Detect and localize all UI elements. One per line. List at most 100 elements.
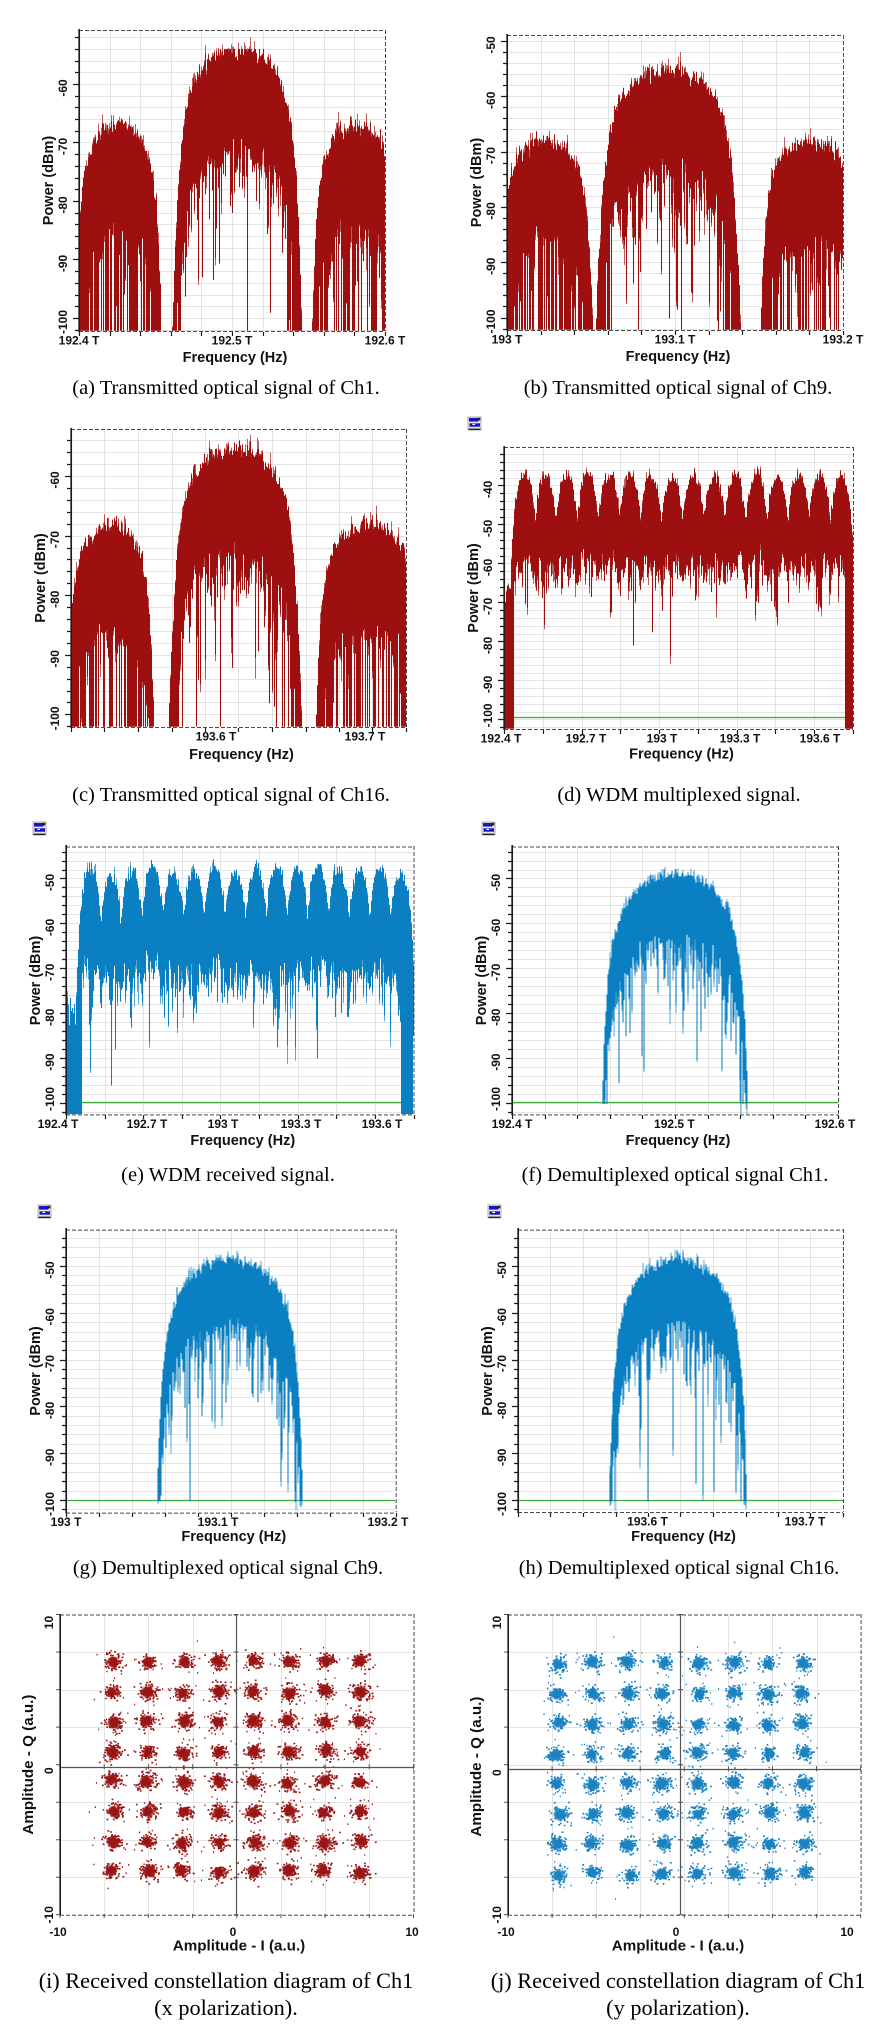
svg-text:193.6 T: 193.6 T <box>362 1117 403 1131</box>
svg-text:192.5 T: 192.5 T <box>654 1117 695 1131</box>
svg-text:Frequency (Hz): Frequency (Hz) <box>629 747 734 763</box>
svg-text:193 T: 193 T <box>51 1515 82 1529</box>
svg-text:0: 0 <box>490 1769 504 1776</box>
svg-text:Frequency (Hz): Frequency (Hz) <box>626 1133 731 1149</box>
svg-text:192.6 T: 192.6 T <box>815 1117 856 1131</box>
svg-text:-80: -80 <box>484 202 498 220</box>
svg-text:-80: -80 <box>56 196 70 214</box>
svg-text:-100: -100 <box>48 706 62 730</box>
svg-text:-60: -60 <box>484 91 498 109</box>
svg-text:Frequency (Hz): Frequency (Hz) <box>190 1133 295 1149</box>
svg-text:192.5 T: 192.5 T <box>212 334 253 348</box>
svg-text:-90: -90 <box>56 255 70 273</box>
svg-text:-60: -60 <box>495 1308 509 1326</box>
svg-text:Amplitude - I (a.u.): Amplitude - I (a.u.) <box>173 1938 305 1955</box>
svg-text:-90: -90 <box>481 675 495 693</box>
svg-text:Power (dBm): Power (dBm) <box>466 543 482 633</box>
svg-text:-40: -40 <box>481 480 495 498</box>
svg-text:193 T: 193 T <box>647 732 678 746</box>
svg-text:-90: -90 <box>495 1448 509 1466</box>
svg-text:(f) Demultiplexed optical sign: (f) Demultiplexed optical signal Ch1. <box>522 1164 829 1186</box>
svg-text:-90: -90 <box>489 1053 503 1071</box>
svg-text:(j) Received constellation dia: (j) Received constellation diagram of Ch… <box>491 1968 866 1993</box>
svg-text:(c) Transmitted optical signal: (c) Transmitted optical signal of Ch16. <box>72 784 390 806</box>
svg-text:10: 10 <box>490 1616 504 1630</box>
svg-text:-60: -60 <box>489 918 503 936</box>
svg-text:-70: -70 <box>48 531 62 549</box>
svg-text:-80: -80 <box>481 636 495 654</box>
svg-text:-10: -10 <box>42 1906 56 1924</box>
svg-text:193.3 T: 193.3 T <box>281 1117 322 1131</box>
svg-text:-100: -100 <box>43 1492 57 1516</box>
svg-text:-80: -80 <box>48 590 62 608</box>
svg-text:-70: -70 <box>495 1355 509 1373</box>
svg-text:-90: -90 <box>43 1053 57 1071</box>
svg-text:-70: -70 <box>484 147 498 165</box>
svg-text:Frequency (Hz): Frequency (Hz) <box>183 350 288 366</box>
svg-text:-100: -100 <box>489 1087 503 1111</box>
svg-text:193.1 T: 193.1 T <box>655 333 696 347</box>
svg-text:-100: -100 <box>56 310 70 334</box>
svg-text:Amplitude - Q (a.u.): Amplitude - Q (a.u.) <box>468 1697 485 1837</box>
svg-text:-60: -60 <box>481 558 495 576</box>
svg-text:193.7 T: 193.7 T <box>345 730 386 744</box>
svg-text:-80: -80 <box>43 1401 57 1419</box>
svg-text:10: 10 <box>405 1925 419 1939</box>
svg-text:0: 0 <box>42 1767 56 1774</box>
svg-text:(b) Transmitted optical signal: (b) Transmitted optical signal of Ch9. <box>524 377 833 399</box>
svg-text:192.4 T: 192.4 T <box>59 334 100 348</box>
svg-text:0: 0 <box>230 1925 237 1939</box>
svg-text:-100: -100 <box>484 309 498 333</box>
svg-text:192.4 T: 192.4 T <box>481 732 522 746</box>
svg-text:192.4 T: 192.4 T <box>38 1117 79 1131</box>
svg-text:(i) Received constellation dia: (i) Received constellation diagram of Ch… <box>39 1968 414 1993</box>
svg-text:-50: -50 <box>43 1261 57 1279</box>
svg-text:-90: -90 <box>484 257 498 275</box>
svg-text:-100: -100 <box>495 1492 509 1516</box>
svg-text:Frequency (Hz): Frequency (Hz) <box>189 747 294 763</box>
svg-text:Power (dBm): Power (dBm) <box>480 1326 496 1416</box>
svg-text:193 T: 193 T <box>208 1117 239 1131</box>
svg-text:192.7 T: 192.7 T <box>127 1117 168 1131</box>
svg-text:193.7 T: 193.7 T <box>785 1515 826 1529</box>
svg-text:193.1 T: 193.1 T <box>198 1515 239 1529</box>
svg-text:-70: -70 <box>43 1355 57 1373</box>
svg-text:-50: -50 <box>43 874 57 892</box>
svg-text:(g) Demultiplexed optical sign: (g) Demultiplexed optical signal Ch9. <box>73 1557 383 1579</box>
svg-text:193.6 T: 193.6 T <box>627 1515 668 1529</box>
svg-text:-60: -60 <box>43 1308 57 1326</box>
svg-text:-10: -10 <box>49 1925 67 1939</box>
svg-text:Amplitude - Q (a.u.): Amplitude - Q (a.u.) <box>20 1695 37 1835</box>
svg-text:-60: -60 <box>43 918 57 936</box>
svg-text:-60: -60 <box>56 79 70 97</box>
svg-text:-50: -50 <box>495 1261 509 1279</box>
svg-text:10: 10 <box>840 1925 854 1939</box>
svg-text:(y polarization).: (y polarization). <box>606 1995 750 2020</box>
svg-text:(a) Transmitted optical signal: (a) Transmitted optical signal of Ch1. <box>72 377 379 399</box>
svg-text:192.7 T: 192.7 T <box>566 732 607 746</box>
svg-text:Power (dBm): Power (dBm) <box>474 936 490 1026</box>
svg-text:193.2 T: 193.2 T <box>368 1515 409 1529</box>
svg-text:-70: -70 <box>489 963 503 981</box>
svg-text:-50: -50 <box>489 874 503 892</box>
svg-text:10: 10 <box>42 1616 56 1630</box>
svg-text:-10: -10 <box>497 1925 515 1939</box>
svg-text:-70: -70 <box>481 597 495 615</box>
svg-text:-100: -100 <box>481 703 495 727</box>
svg-text:(x polarization).: (x polarization). <box>154 1995 298 2020</box>
svg-text:-50: -50 <box>484 36 498 54</box>
svg-text:Frequency (Hz): Frequency (Hz) <box>626 349 731 365</box>
svg-text:193.6 T: 193.6 T <box>800 732 841 746</box>
svg-text:-70: -70 <box>43 963 57 981</box>
svg-text:(d) WDM multiplexed signal.: (d) WDM multiplexed signal. <box>557 784 800 806</box>
svg-text:193 T: 193 T <box>492 333 523 347</box>
svg-text:-60: -60 <box>48 471 62 489</box>
svg-text:-80: -80 <box>489 1008 503 1026</box>
svg-text:Power (dBm): Power (dBm) <box>28 936 44 1026</box>
svg-text:-80: -80 <box>43 1008 57 1026</box>
svg-text:-90: -90 <box>43 1448 57 1466</box>
svg-text:192.6 T: 192.6 T <box>365 334 406 348</box>
svg-text:Amplitude - I (a.u.): Amplitude - I (a.u.) <box>612 1938 744 1955</box>
svg-text:-80: -80 <box>495 1401 509 1419</box>
svg-text:193.2 T: 193.2 T <box>823 333 864 347</box>
